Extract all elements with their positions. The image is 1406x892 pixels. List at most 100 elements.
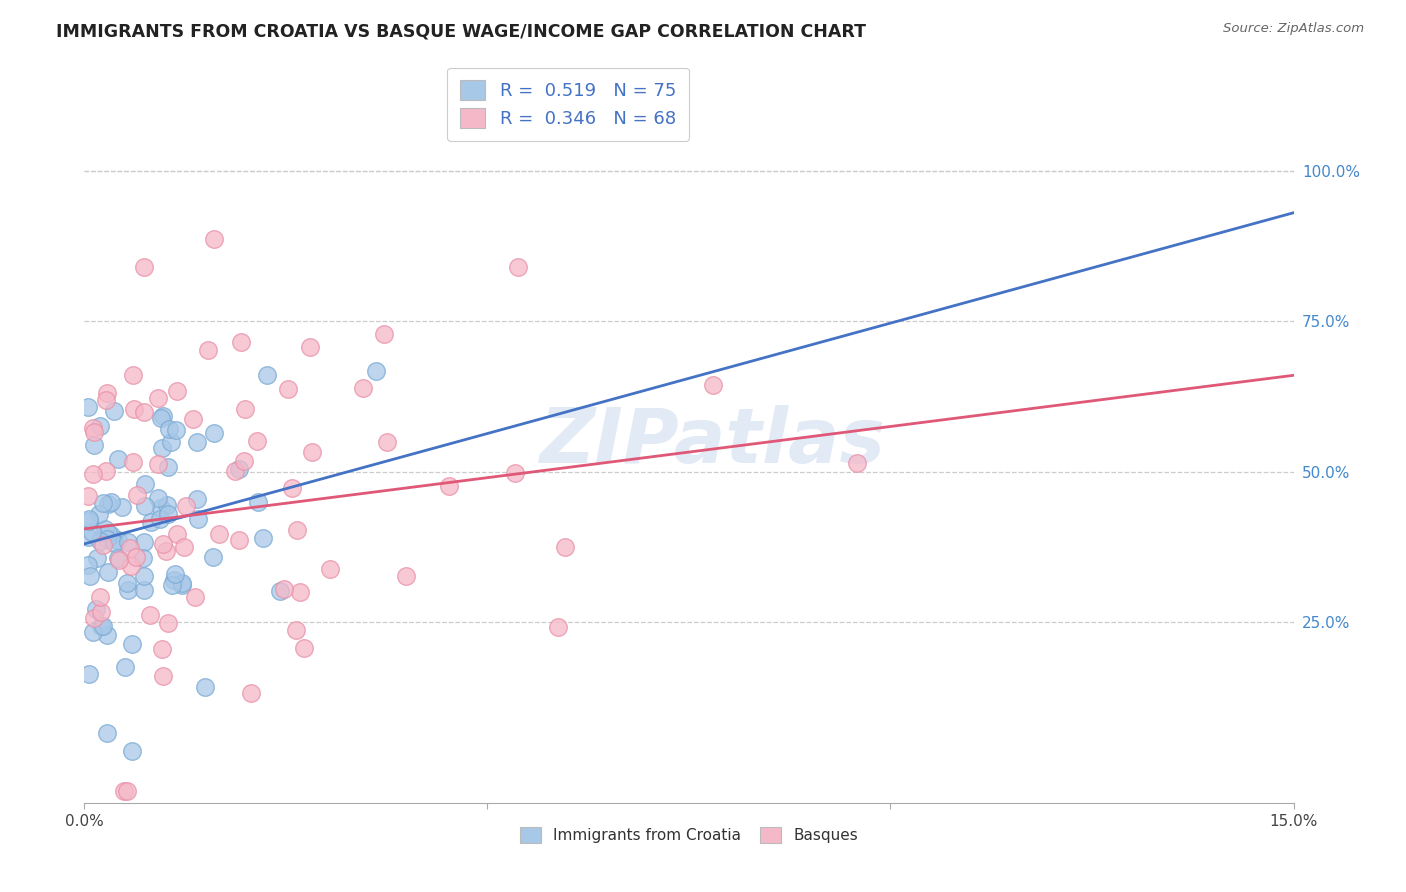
Point (121, 637, 143, 651)
Point (366, 363, 388, 377)
Point (173, 540, 195, 554)
Point (96, 464, 118, 478)
Point (132, 405, 155, 419)
Point (77, 514, 100, 528)
Point (134, 499, 156, 513)
Point (139, 608, 162, 623)
Point (149, 512, 172, 526)
Point (146, 391, 169, 405)
Point (114, 660, 136, 674)
Point (157, 507, 180, 521)
Point (107, 533, 129, 548)
Point (247, 495, 270, 509)
Point (194, 680, 217, 694)
Point (155, 543, 177, 558)
Point (256, 368, 278, 382)
Point (170, 575, 193, 590)
Point (84, 602, 107, 616)
Point (77, 489, 100, 503)
Point (373, 326, 395, 341)
Point (228, 533, 250, 547)
Point (91, 538, 114, 552)
Text: IMMIGRANTS FROM CROATIA VS BASQUE WAGE/INCOME GAP CORRELATION CHART: IMMIGRANTS FROM CROATIA VS BASQUE WAGE/I… (56, 22, 866, 40)
Point (76, 401, 98, 415)
Point (117, 582, 139, 597)
Point (146, 457, 169, 471)
Point (150, 641, 173, 656)
Point (172, 578, 194, 592)
Point (157, 421, 180, 435)
Point (437, 479, 460, 493)
Point (107, 550, 129, 565)
Point (273, 582, 295, 596)
Point (77, 667, 100, 681)
Point (103, 536, 125, 550)
Point (96, 532, 118, 546)
Point (157, 460, 180, 475)
Point (152, 537, 174, 551)
Point (87, 508, 110, 522)
Point (97, 566, 120, 580)
Point (91, 619, 114, 633)
Point (117, 534, 139, 549)
Point (163, 573, 186, 587)
Point (146, 491, 169, 505)
Point (90, 618, 112, 632)
Point (186, 434, 208, 449)
Point (186, 491, 208, 506)
Point (846, 456, 869, 470)
Point (229, 334, 252, 349)
Point (281, 481, 304, 495)
Point (232, 454, 254, 468)
Point (77, 512, 100, 526)
Point (554, 540, 576, 554)
Point (352, 381, 374, 395)
Point (166, 384, 188, 398)
Point (82, 421, 104, 435)
Point (156, 498, 179, 512)
Point (375, 435, 398, 450)
Point (150, 501, 173, 516)
Point (89, 534, 111, 549)
Point (183, 590, 205, 604)
Point (134, 260, 156, 275)
Point (111, 500, 134, 515)
Point (506, 260, 529, 275)
Point (202, 425, 225, 440)
Point (108, 553, 131, 567)
Point (277, 382, 299, 396)
Point (204, 232, 226, 246)
Point (132, 535, 155, 549)
Point (82, 624, 104, 639)
Point (97, 525, 120, 540)
Point (269, 583, 291, 598)
Point (134, 569, 156, 583)
Point (156, 616, 179, 631)
Point (89, 418, 111, 433)
Point (208, 526, 231, 541)
Point (121, 744, 143, 758)
Point (134, 476, 156, 491)
Point (94, 522, 117, 536)
Point (150, 411, 173, 425)
Point (94, 392, 117, 407)
Point (395, 569, 418, 583)
Point (131, 550, 153, 565)
Point (77, 558, 100, 573)
Point (187, 512, 209, 526)
Text: Source: ZipAtlas.com: Source: ZipAtlas.com (1223, 22, 1364, 36)
Point (240, 686, 263, 700)
Point (228, 462, 250, 476)
Point (152, 441, 174, 455)
Point (122, 402, 145, 417)
Point (83, 425, 105, 440)
Point (132, 583, 155, 598)
Point (152, 409, 174, 423)
Point (181, 412, 204, 426)
Point (115, 784, 138, 798)
Point (96, 385, 118, 400)
Point (174, 499, 197, 513)
Point (162, 578, 184, 592)
Point (702, 378, 724, 392)
Point (197, 343, 219, 358)
